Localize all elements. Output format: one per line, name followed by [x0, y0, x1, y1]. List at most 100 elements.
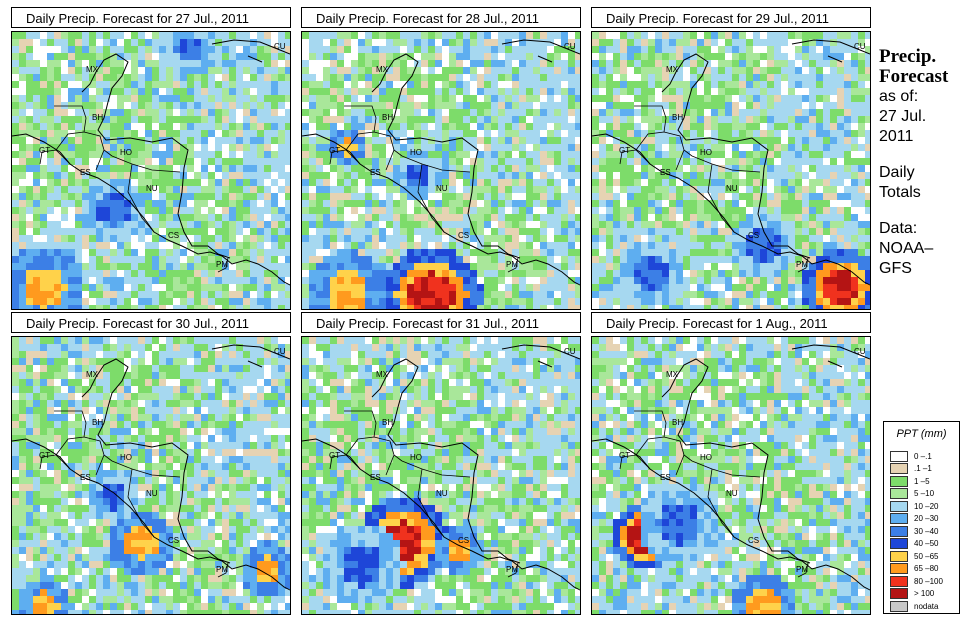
panel-title: Daily Precip. Forecast for 30 Jul., 2011 [11, 312, 291, 333]
data-line2: NOAA– [879, 240, 934, 257]
legend-label: 65 –80 [914, 564, 939, 573]
country-label-mx: MX [666, 370, 678, 379]
country-label-ho: HO [410, 148, 422, 157]
legend-label: 40 –50 [914, 539, 939, 548]
country-borders [619, 410, 809, 578]
country-label-gt: GT [39, 451, 51, 460]
country-label-cs: CS [168, 231, 180, 240]
country-label-bh: BH [92, 113, 104, 122]
coastline-caribbean [661, 53, 811, 259]
panel-title: Daily Precip. Forecast for 29 Jul., 2011 [591, 7, 871, 28]
legend: PPT (mm) 0 –.1 .1 –1 1 –5 5 –10 10 –20 20 –30… [883, 421, 960, 614]
precip-map: CU MX BH GT HO ES NU CS PM [301, 336, 581, 615]
precip-map: CU MX BH GT HO ES NU CS PM [591, 31, 871, 310]
cuba-outline [791, 344, 870, 368]
panel-title: Daily Precip. Forecast for 28 Jul., 2011 [301, 7, 581, 28]
legend-item: > 100 [890, 588, 934, 600]
daily-line1: Daily [879, 164, 915, 181]
precip-map: CU MX BH GT HO ES NU CS PM [11, 336, 291, 615]
country-label-cs: CS [748, 231, 760, 240]
country-label-cs: CS [458, 536, 470, 545]
legend-item: 40 –50 [890, 538, 938, 550]
asof-label: as of: [879, 88, 919, 105]
country-label-ho: HO [120, 453, 132, 462]
legend-swatch [890, 488, 908, 499]
legend-item: 10 –20 [890, 500, 938, 512]
date-line1: 27 Jul. [879, 108, 927, 125]
legend-label: .1 –1 [914, 464, 932, 473]
legend-title: PPT (mm) [896, 428, 947, 440]
side-info: Precip. Forecast as of: 27 Jul. 2011 Dai… [879, 47, 948, 279]
legend-swatch [890, 563, 908, 574]
country-label-cs: CS [458, 231, 470, 240]
country-label-nu: NU [726, 489, 738, 498]
country-label-mx: MX [376, 370, 388, 379]
country-label-nu: NU [726, 184, 738, 193]
country-label-gt: GT [619, 146, 631, 155]
country-borders [329, 410, 519, 578]
country-label-nu: NU [436, 184, 448, 193]
legend-label: 10 –20 [914, 501, 939, 511]
cuba-outline [211, 344, 290, 368]
country-label-mx: MX [86, 370, 98, 379]
country-label-pm: PM [216, 565, 228, 574]
legend-swatch [890, 513, 908, 524]
coastline-caribbean [81, 53, 231, 259]
legend-label: 0 –.1 [914, 451, 932, 461]
legend-swatch [890, 588, 908, 599]
country-label-nu: NU [146, 489, 158, 498]
country-label-gt: GT [329, 146, 341, 155]
forecast-panel-5: Daily Precip. Forecast for 31 Jul., 2011… [301, 312, 583, 615]
country-label-nu: NU [146, 184, 158, 193]
daily-line2: Totals [879, 184, 921, 201]
country-label-es: ES [660, 168, 671, 177]
country-label-cu: CU [274, 347, 286, 356]
country-label-gt: GT [619, 451, 631, 460]
country-label-ho: HO [700, 453, 712, 462]
legend-item: 1 –5 [890, 475, 930, 487]
legend-swatch [890, 475, 908, 487]
legend-item: 50 –65 [890, 550, 938, 562]
coastline-pacific [302, 438, 580, 591]
country-label-nu: NU [436, 489, 448, 498]
country-label-cu: CU [854, 347, 866, 356]
country-label-pm: PM [216, 260, 228, 269]
side-title-line1: Precip. [879, 46, 937, 67]
precip-map: CU MX BH GT HO ES NU CS PM [11, 31, 291, 310]
coastline-pacific [12, 133, 290, 286]
country-label-mx: MX [376, 65, 388, 74]
coastline-pacific [592, 438, 870, 591]
precip-map: CU MX BH GT HO ES NU CS PM [301, 31, 581, 310]
country-borders [619, 105, 809, 273]
legend-swatch [890, 525, 908, 537]
coastline-pacific [12, 438, 290, 591]
legend-label: 1 –5 [914, 476, 930, 486]
country-label-pm: PM [796, 260, 808, 269]
data-line3: GFS [879, 260, 912, 277]
panel-title: Daily Precip. Forecast for 27 Jul., 2011 [11, 7, 291, 28]
coastline-caribbean [81, 358, 231, 564]
country-label-es: ES [80, 473, 91, 482]
forecast-panel-4: Daily Precip. Forecast for 30 Jul., 2011… [11, 312, 293, 615]
country-label-ho: HO [120, 148, 132, 157]
country-label-gt: GT [329, 451, 341, 460]
legend-swatch [890, 450, 908, 462]
legend-swatch [890, 575, 908, 587]
legend-swatch [890, 500, 908, 512]
country-label-bh: BH [382, 113, 394, 122]
panel-title: Daily Precip. Forecast for 1 Aug., 2011 [591, 312, 871, 333]
country-label-es: ES [370, 168, 381, 177]
cuba-outline [211, 39, 290, 63]
legend-item: 30 –40 [890, 525, 938, 537]
map-grid [592, 337, 870, 614]
coastline-caribbean [661, 358, 811, 564]
country-label-es: ES [370, 473, 381, 482]
legend-item: .1 –1 [890, 463, 932, 475]
precip-map: CU MX BH GT HO ES NU CS PM [591, 336, 871, 615]
country-label-pm: PM [796, 565, 808, 574]
map-grid [12, 337, 290, 614]
country-label-bh: BH [92, 418, 104, 427]
legend-label: nodata [914, 601, 939, 611]
country-label-mx: MX [666, 65, 678, 74]
country-label-cs: CS [168, 536, 180, 545]
